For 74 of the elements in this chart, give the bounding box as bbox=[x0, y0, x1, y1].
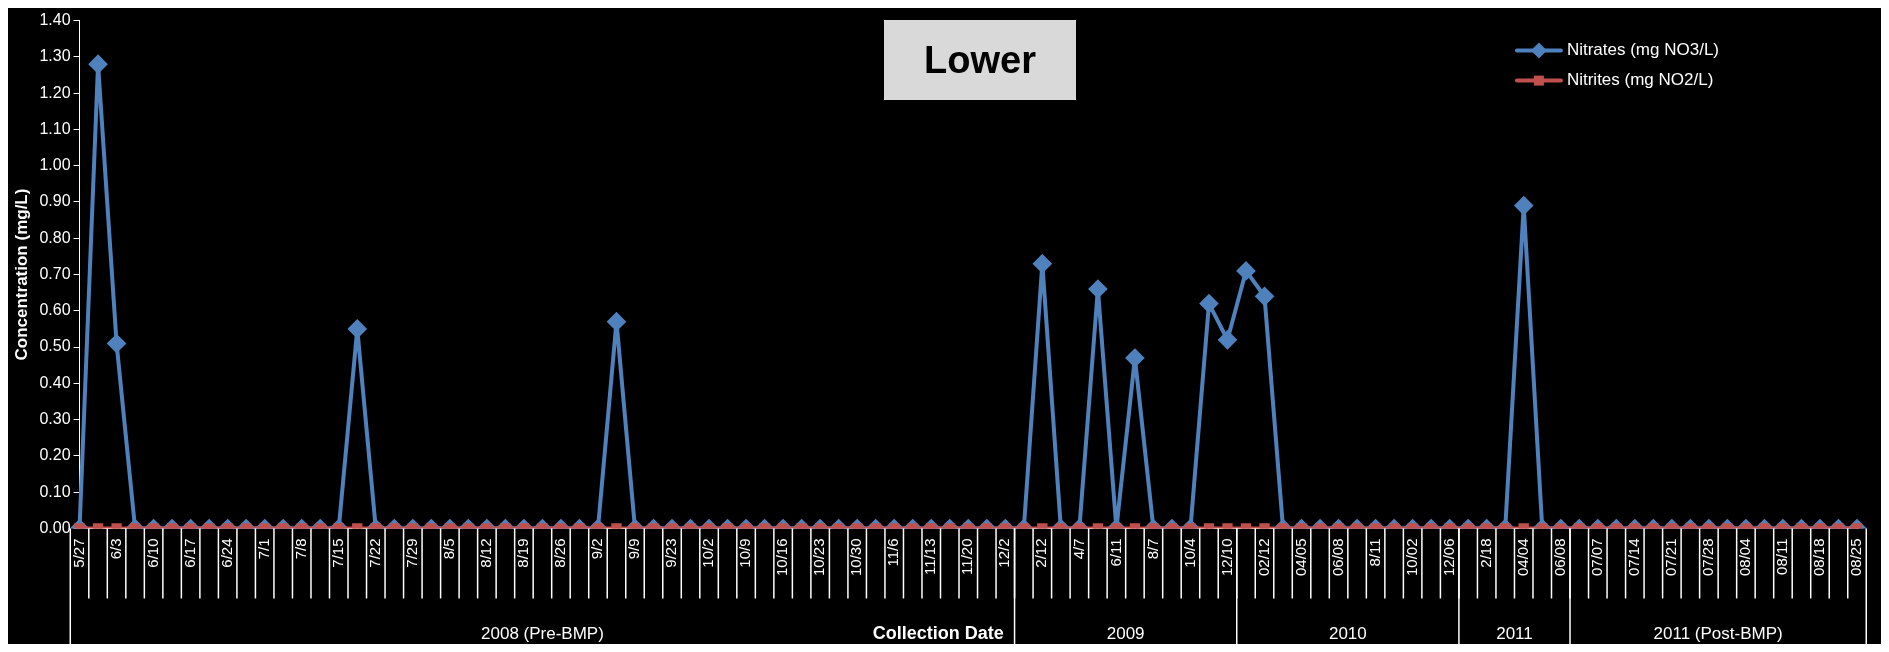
y-tick-label: 0.30 bbox=[39, 410, 71, 428]
x-tick-label: 10/30 bbox=[847, 538, 865, 577]
x-tick-label: 10/9 bbox=[736, 538, 754, 568]
x-tick-label: 7/15 bbox=[328, 538, 346, 568]
x-tick-label: 8/12 bbox=[477, 538, 495, 568]
y-tick-label: 1.20 bbox=[39, 83, 71, 101]
x-tick-label: 2/12 bbox=[1032, 538, 1050, 568]
x-tick-label: 10/4 bbox=[1180, 538, 1198, 568]
text: 2011 (Post-BMP) bbox=[1653, 624, 1783, 644]
x-tick-label: 07/07 bbox=[1587, 538, 1605, 577]
x-tick-label: 8/11 bbox=[1365, 538, 1383, 567]
x-tick-label: 9/9 bbox=[625, 538, 643, 560]
x-tick-label: 12/10 bbox=[1217, 538, 1235, 577]
x-tick-label: 8/26 bbox=[551, 538, 569, 568]
y-tick-label: 1.10 bbox=[39, 119, 71, 137]
x-tick-label: 12/2 bbox=[995, 538, 1013, 568]
y-tick-label: 0.40 bbox=[39, 373, 71, 391]
x-tick-label: 08/25 bbox=[1847, 538, 1865, 577]
text: 2011 bbox=[1496, 624, 1533, 644]
text: 2009 bbox=[1106, 624, 1145, 644]
x-tick-label: 08/18 bbox=[1810, 538, 1828, 577]
x-tick-label: 10/2 bbox=[699, 538, 717, 568]
x-tick-label: 11/13 bbox=[921, 538, 939, 575]
x-tick-label: 11/20 bbox=[958, 538, 976, 575]
y-tick-label: 0.80 bbox=[39, 228, 71, 246]
x-tick-label: 07/14 bbox=[1624, 538, 1642, 577]
y-axis-title: Concentration (mg/L) bbox=[11, 188, 31, 361]
y-tick-label: 0.60 bbox=[39, 301, 71, 319]
y-tick-label: 0.00 bbox=[39, 518, 71, 536]
legend-label: Nitrites (mg NO2/L) bbox=[1566, 70, 1714, 90]
x-tick-label: 6/3 bbox=[106, 538, 124, 560]
x-tick-label: 10/02 bbox=[1402, 538, 1420, 577]
x-tick-label: 6/11 bbox=[1106, 538, 1124, 567]
x-tick-label: 7/8 bbox=[291, 538, 309, 560]
x-tick-label: 04/05 bbox=[1291, 538, 1309, 577]
y-tick-label: 1.40 bbox=[39, 11, 71, 29]
x-tick-label: 6/24 bbox=[217, 538, 235, 568]
x-axis-title: Collection Date bbox=[872, 622, 1004, 643]
x-tick-label: 10/16 bbox=[773, 538, 791, 577]
x-tick-label: 2/18 bbox=[1476, 538, 1494, 568]
y-tick-label: 1.30 bbox=[39, 47, 71, 65]
x-tick-label: 9/23 bbox=[662, 538, 680, 568]
x-tick-label: 08/04 bbox=[1736, 538, 1754, 577]
x-tick-label: 5/27 bbox=[69, 538, 87, 568]
x-tick-label: 10/23 bbox=[810, 538, 828, 577]
text: Lower bbox=[884, 20, 1076, 100]
x-tick-label: 07/21 bbox=[1661, 538, 1679, 577]
text: 2010 bbox=[1328, 624, 1367, 644]
x-tick-label: 02/12 bbox=[1254, 538, 1272, 577]
legend-label: Nitrates (mg NO3/L) bbox=[1566, 40, 1720, 60]
y-tick-label: 0.20 bbox=[39, 446, 71, 464]
x-tick-label: 8/5 bbox=[439, 538, 457, 560]
x-tick-label: 8/7 bbox=[1143, 538, 1161, 560]
y-tick-label: 0.50 bbox=[39, 337, 71, 355]
x-tick-label: 7/22 bbox=[365, 538, 383, 568]
x-tick-label: 04/04 bbox=[1513, 538, 1531, 577]
x-tick-label: 06/08 bbox=[1550, 538, 1568, 577]
y-tick-label: 0.90 bbox=[39, 192, 71, 210]
x-tick-label: 12/06 bbox=[1439, 538, 1457, 577]
y-tick-label: 1.00 bbox=[39, 156, 71, 174]
y-tick-label: 0.70 bbox=[39, 264, 71, 282]
x-tick-label: 7/1 bbox=[254, 538, 272, 560]
x-tick-label: 6/10 bbox=[143, 538, 161, 568]
x-tick-label: 07/28 bbox=[1699, 538, 1717, 577]
x-tick-label: 9/2 bbox=[588, 538, 606, 560]
x-tick-label: 06/08 bbox=[1328, 538, 1346, 577]
x-tick-label: 8/19 bbox=[514, 538, 532, 568]
x-tick-label: 7/29 bbox=[402, 538, 420, 568]
x-tick-label: 08/11 bbox=[1773, 538, 1791, 575]
x-tick-label: 4/7 bbox=[1069, 538, 1087, 560]
text: 2008 (Pre-BMP) bbox=[481, 624, 604, 644]
y-tick-label: 0.10 bbox=[39, 482, 71, 500]
x-tick-label: 6/17 bbox=[180, 538, 198, 568]
x-tick-label: 11/6 bbox=[884, 538, 902, 567]
